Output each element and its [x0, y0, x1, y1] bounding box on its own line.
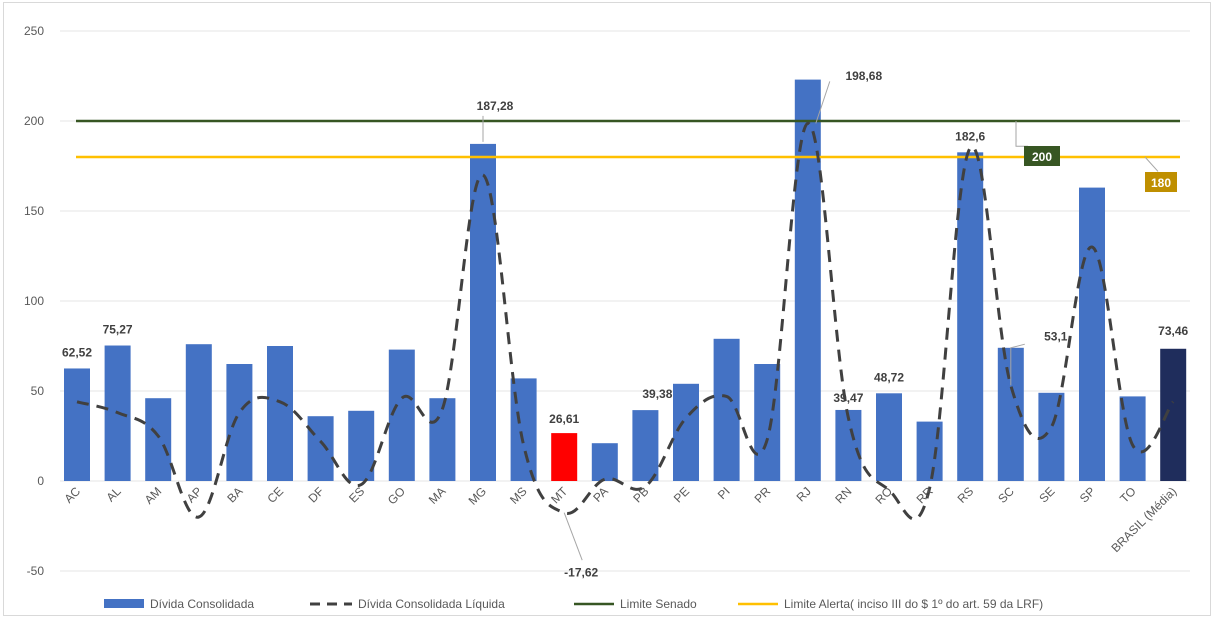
data-label: 48,72 [874, 370, 904, 384]
bar [267, 346, 293, 481]
limit-label-alerta: 180 [1151, 176, 1171, 190]
x-tick-label: AL [103, 484, 124, 505]
x-tick-label: TO [1117, 484, 1139, 506]
bar [307, 416, 334, 481]
data-label: 39,47 [833, 391, 863, 405]
x-tick-label: AC [61, 484, 83, 506]
x-tick-label: MT [548, 484, 571, 507]
bar [185, 344, 212, 481]
leader-line [1144, 156, 1159, 172]
divida-liquida-line [76, 121, 1175, 521]
data-label: 73,46 [1158, 324, 1188, 338]
legend-label: Dívida Consolidada [150, 597, 254, 611]
data-label: -17,62 [564, 565, 598, 579]
leader-line [815, 81, 831, 124]
bar [876, 393, 902, 481]
x-tick-label: MA [426, 484, 449, 507]
x-tick-label: RO [872, 484, 895, 507]
x-tick-label: RJ [794, 484, 814, 504]
bar [64, 368, 90, 481]
bar [1160, 348, 1187, 481]
bar [551, 433, 578, 481]
data-label: 187,28 [477, 99, 514, 113]
x-tick-label: CE [264, 484, 286, 506]
x-tick-label: AM [142, 484, 165, 507]
x-tick-label: SP [1077, 484, 1098, 505]
x-tick-label: MS [507, 484, 530, 507]
y-tick-label: 250 [24, 24, 44, 38]
y-tick-label: 200 [24, 114, 44, 128]
x-tick-label: PI [715, 484, 733, 502]
data-label: 198,68 [845, 69, 882, 83]
bar [1079, 187, 1105, 481]
limit-label-senado: 200 [1032, 150, 1052, 164]
data-label: 62,52 [62, 345, 92, 359]
y-tick-label: 150 [24, 204, 44, 218]
y-tick-label: -50 [27, 564, 45, 578]
data-label: 26,61 [549, 412, 579, 426]
limit-box-alerta [1145, 172, 1177, 192]
x-tick-label: BA [224, 484, 245, 505]
bar [591, 443, 618, 481]
x-tick-label: MG [466, 484, 490, 508]
bar [673, 383, 699, 481]
bar [226, 364, 253, 481]
leader-line [1015, 121, 1028, 147]
x-tick-label: SE [1036, 484, 1057, 505]
x-tick-label: PA [590, 484, 611, 505]
bar [348, 410, 375, 481]
leader-line [563, 512, 583, 561]
bar [957, 152, 984, 481]
bar [1119, 396, 1146, 481]
legend-label: Dívida Consolidada Líquida [358, 597, 505, 611]
data-label: 53,1 [1044, 330, 1068, 344]
y-tick-label: 50 [31, 384, 45, 398]
x-tick-label: RN [832, 484, 854, 506]
bar [470, 143, 496, 481]
legend-label: Limite Senado [620, 597, 697, 611]
leader-line [1010, 343, 1025, 386]
bar [429, 398, 456, 481]
x-tick-label: DF [306, 484, 327, 505]
data-label: 75,27 [103, 323, 133, 337]
x-tick-label: GO [385, 484, 408, 507]
x-tick-label: ES [346, 484, 367, 505]
x-tick-label: AP [184, 484, 205, 505]
y-tick-label: 0 [37, 474, 44, 488]
x-tick-label: PE [671, 484, 692, 505]
data-label: 39,38 [642, 387, 672, 401]
limit-box-senado [1024, 146, 1060, 166]
x-tick-label: RS [955, 484, 977, 506]
x-tick-label: SC [995, 484, 1017, 506]
bar [145, 398, 172, 481]
bar [835, 409, 862, 481]
bar [794, 79, 821, 481]
x-tick-label: RR [914, 484, 936, 506]
legend-swatch [104, 599, 144, 608]
y-tick-label: 100 [24, 294, 44, 308]
legend-label: Limite Alerta( inciso III do $ 1º do art… [784, 597, 1043, 611]
bar [632, 410, 659, 481]
data-label: 182,6 [955, 129, 985, 143]
x-tick-label: PR [752, 484, 774, 506]
